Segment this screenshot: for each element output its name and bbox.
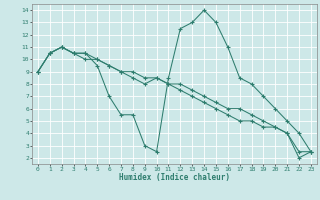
X-axis label: Humidex (Indice chaleur): Humidex (Indice chaleur)	[119, 173, 230, 182]
